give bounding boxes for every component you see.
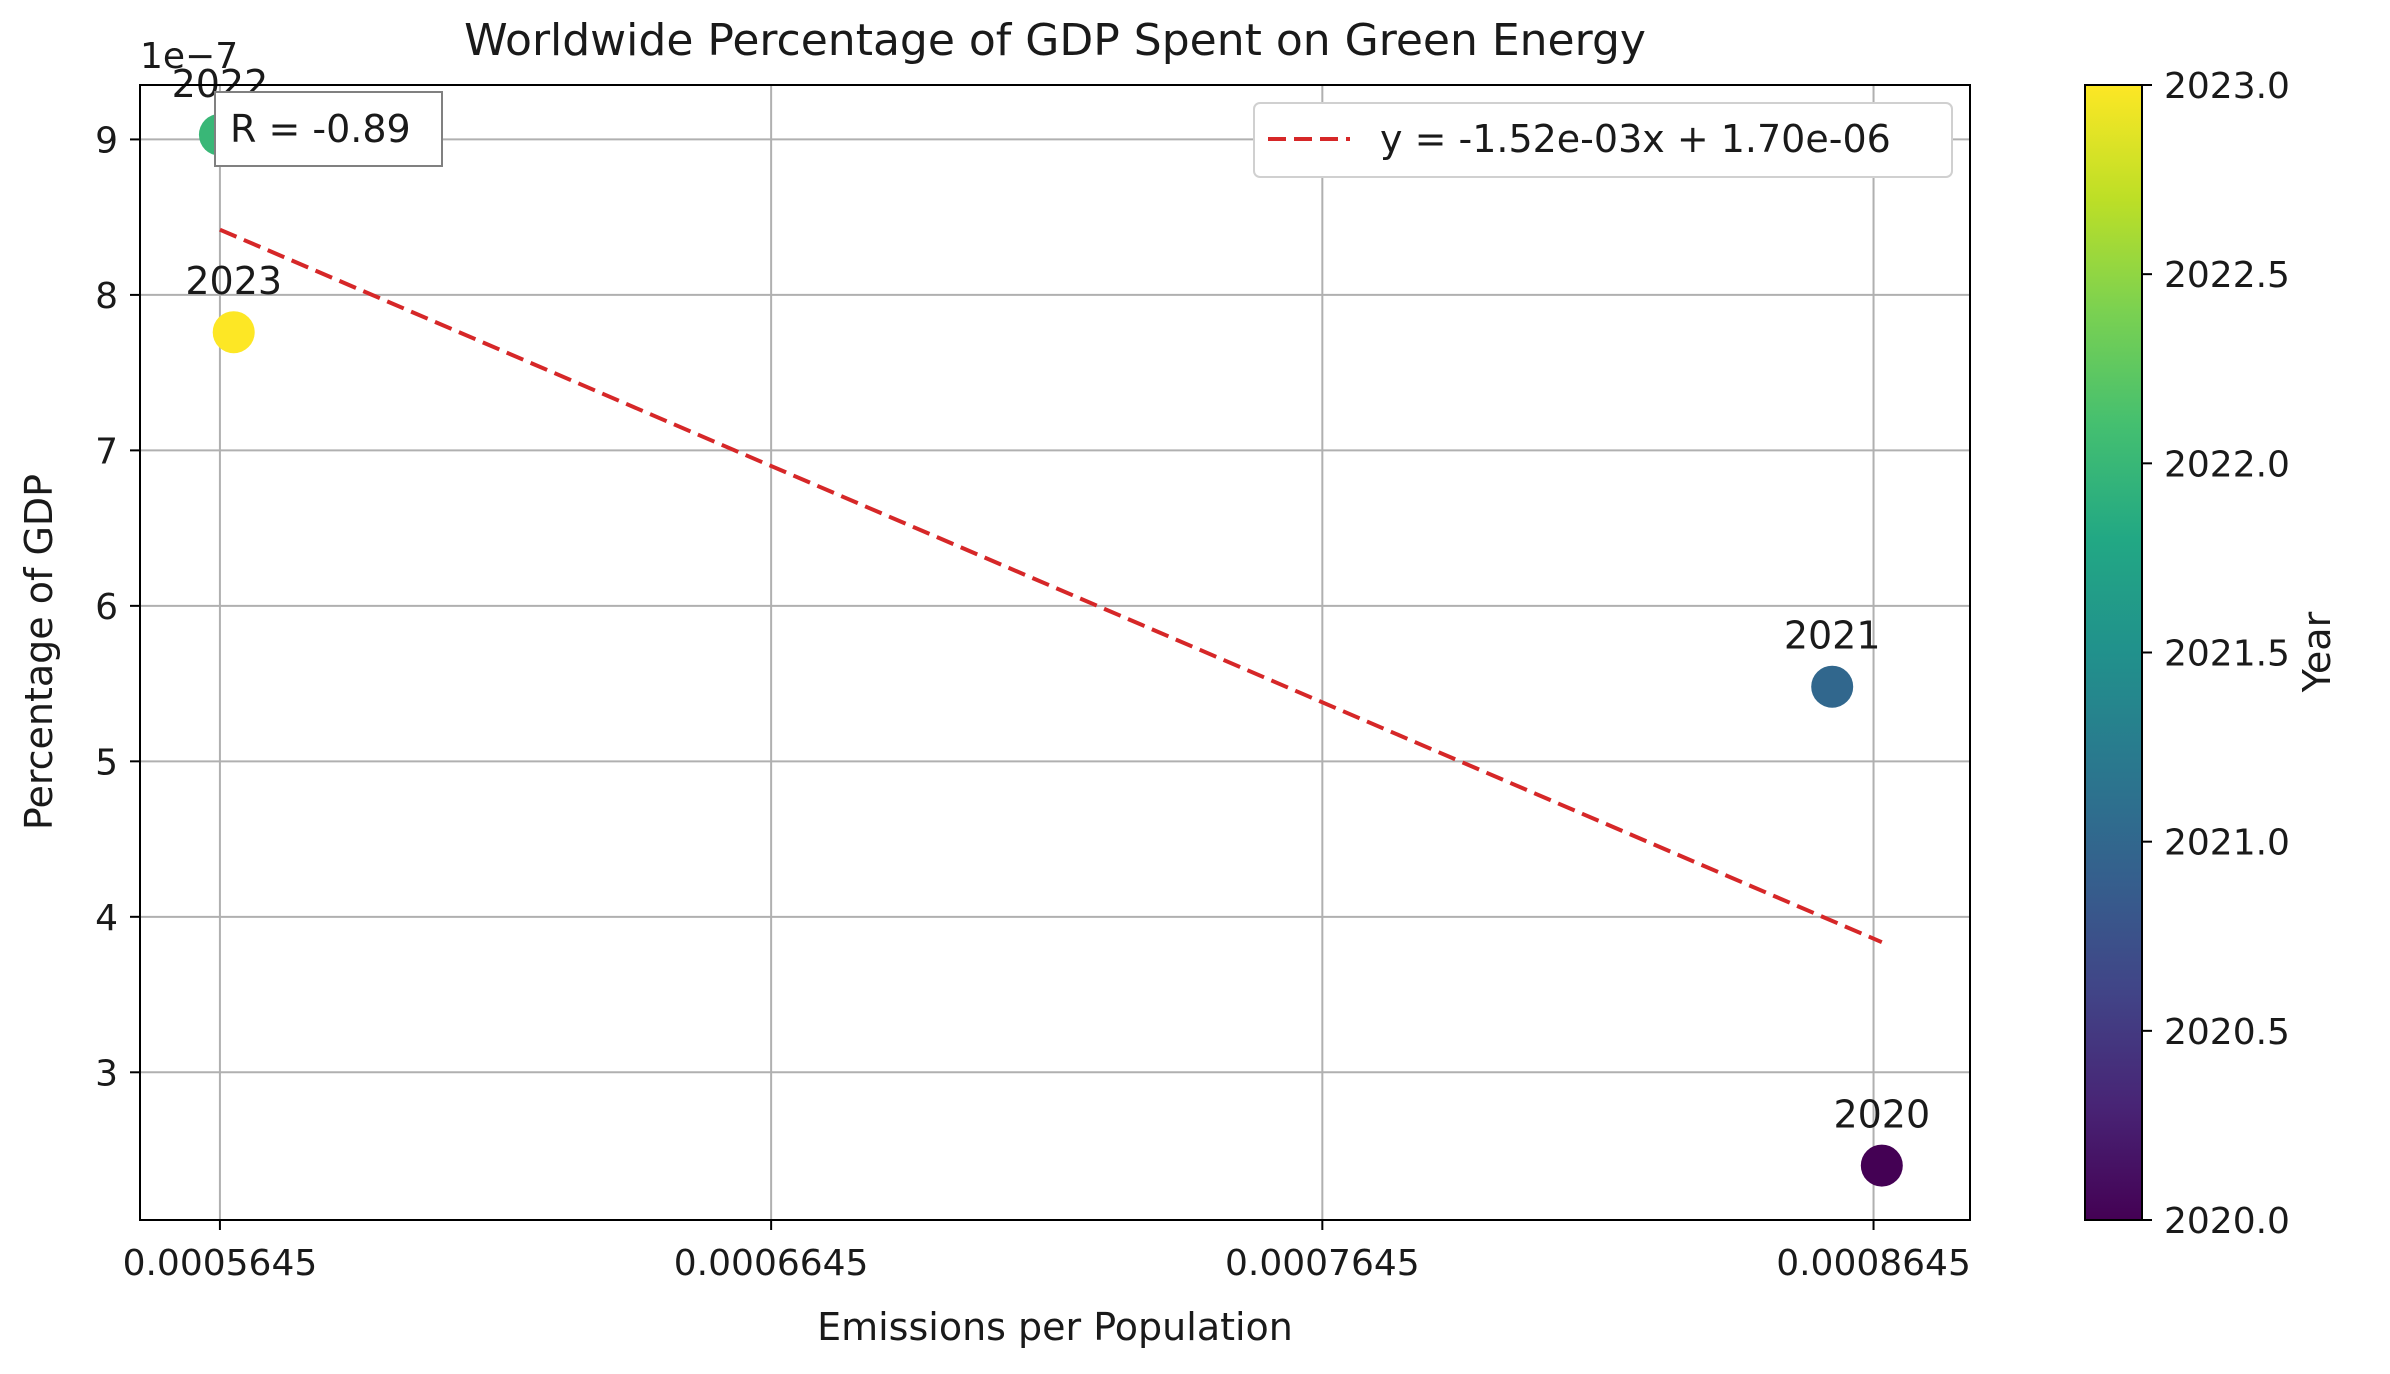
y-scale-offset-label: 1e−7 [140, 36, 238, 77]
colorbar-tick-label: 2020.5 [2164, 1012, 2290, 1053]
y-axis-label: Percentage of GDP [17, 474, 61, 830]
plot-area [140, 85, 1970, 1220]
y-tick-label: 8 [95, 276, 118, 317]
legend-box [1253, 102, 1953, 178]
x-tick-label: 0.0006645 [674, 1243, 869, 1284]
legend: y = -1.52e-03x + 1.70e-06 [1253, 102, 1953, 178]
y-tick-label: 4 [95, 898, 118, 939]
y-tick-label: 7 [95, 431, 118, 472]
trendline [219, 227, 1883, 945]
x-axis-label: Emissions per Population [817, 1305, 1293, 1349]
colorbar-gradient [2084, 84, 2143, 1221]
y-axis: 3 4 5 6 7 8 9 [95, 120, 140, 1094]
colorbar-tick-label: 2022.0 [2164, 444, 2290, 485]
x-axis: 0.0005645 0.0006645 0.0007645 0.0008645 [123, 1220, 1971, 1284]
data-point-2021 [1811, 665, 1854, 708]
annotation-text: R = -0.89 [230, 107, 411, 151]
colorbar-tick-label: 2021.0 [2164, 823, 2290, 864]
y-tick-label: 3 [95, 1053, 118, 1094]
correlation-annotation: R = -0.89 [214, 91, 443, 167]
annotation-box [214, 91, 443, 167]
colorbar-tick-label: 2023.0 [2164, 66, 2290, 107]
chart-title: Worldwide Percentage of GDP Spent on Gre… [464, 15, 1646, 66]
data-point-2023 [212, 311, 255, 354]
y-tick-label: 5 [95, 742, 118, 783]
y-tick-label: 6 [95, 587, 118, 628]
colorbar-label: Year [2295, 611, 2339, 693]
plot-frame [139, 84, 1971, 1221]
y-tick-label: 9 [95, 120, 118, 161]
colorbar-ticks: 2020.0 2020.5 2021.0 2021.5 2022.0 2022.5 2023… [2142, 66, 2290, 1242]
colorbar-tick-label: 2021.5 [2164, 634, 2290, 675]
x-tick-label: 0.0008645 [1776, 1243, 1971, 1284]
point-label-2020: 2020 [1833, 1093, 1930, 1137]
colorbar-tick-label: 2022.5 [2164, 255, 2290, 296]
point-label-2023: 2023 [185, 259, 282, 303]
x-tick-label: 0.0007645 [1225, 1243, 1420, 1284]
trendline-layer [219, 227, 1883, 945]
legend-label: y = -1.52e-03x + 1.70e-06 [1380, 117, 1891, 161]
point-label-2021: 2021 [1784, 614, 1881, 658]
grid [140, 85, 1970, 1220]
colorbar: 2020.0 2020.5 2021.0 2021.5 2022.0 2022.5 2023… [2084, 66, 2339, 1242]
x-tick-label: 0.0005645 [123, 1243, 318, 1284]
data-point-2020 [1860, 1144, 1903, 1187]
colorbar-tick-label: 2020.0 [2164, 1201, 2290, 1242]
